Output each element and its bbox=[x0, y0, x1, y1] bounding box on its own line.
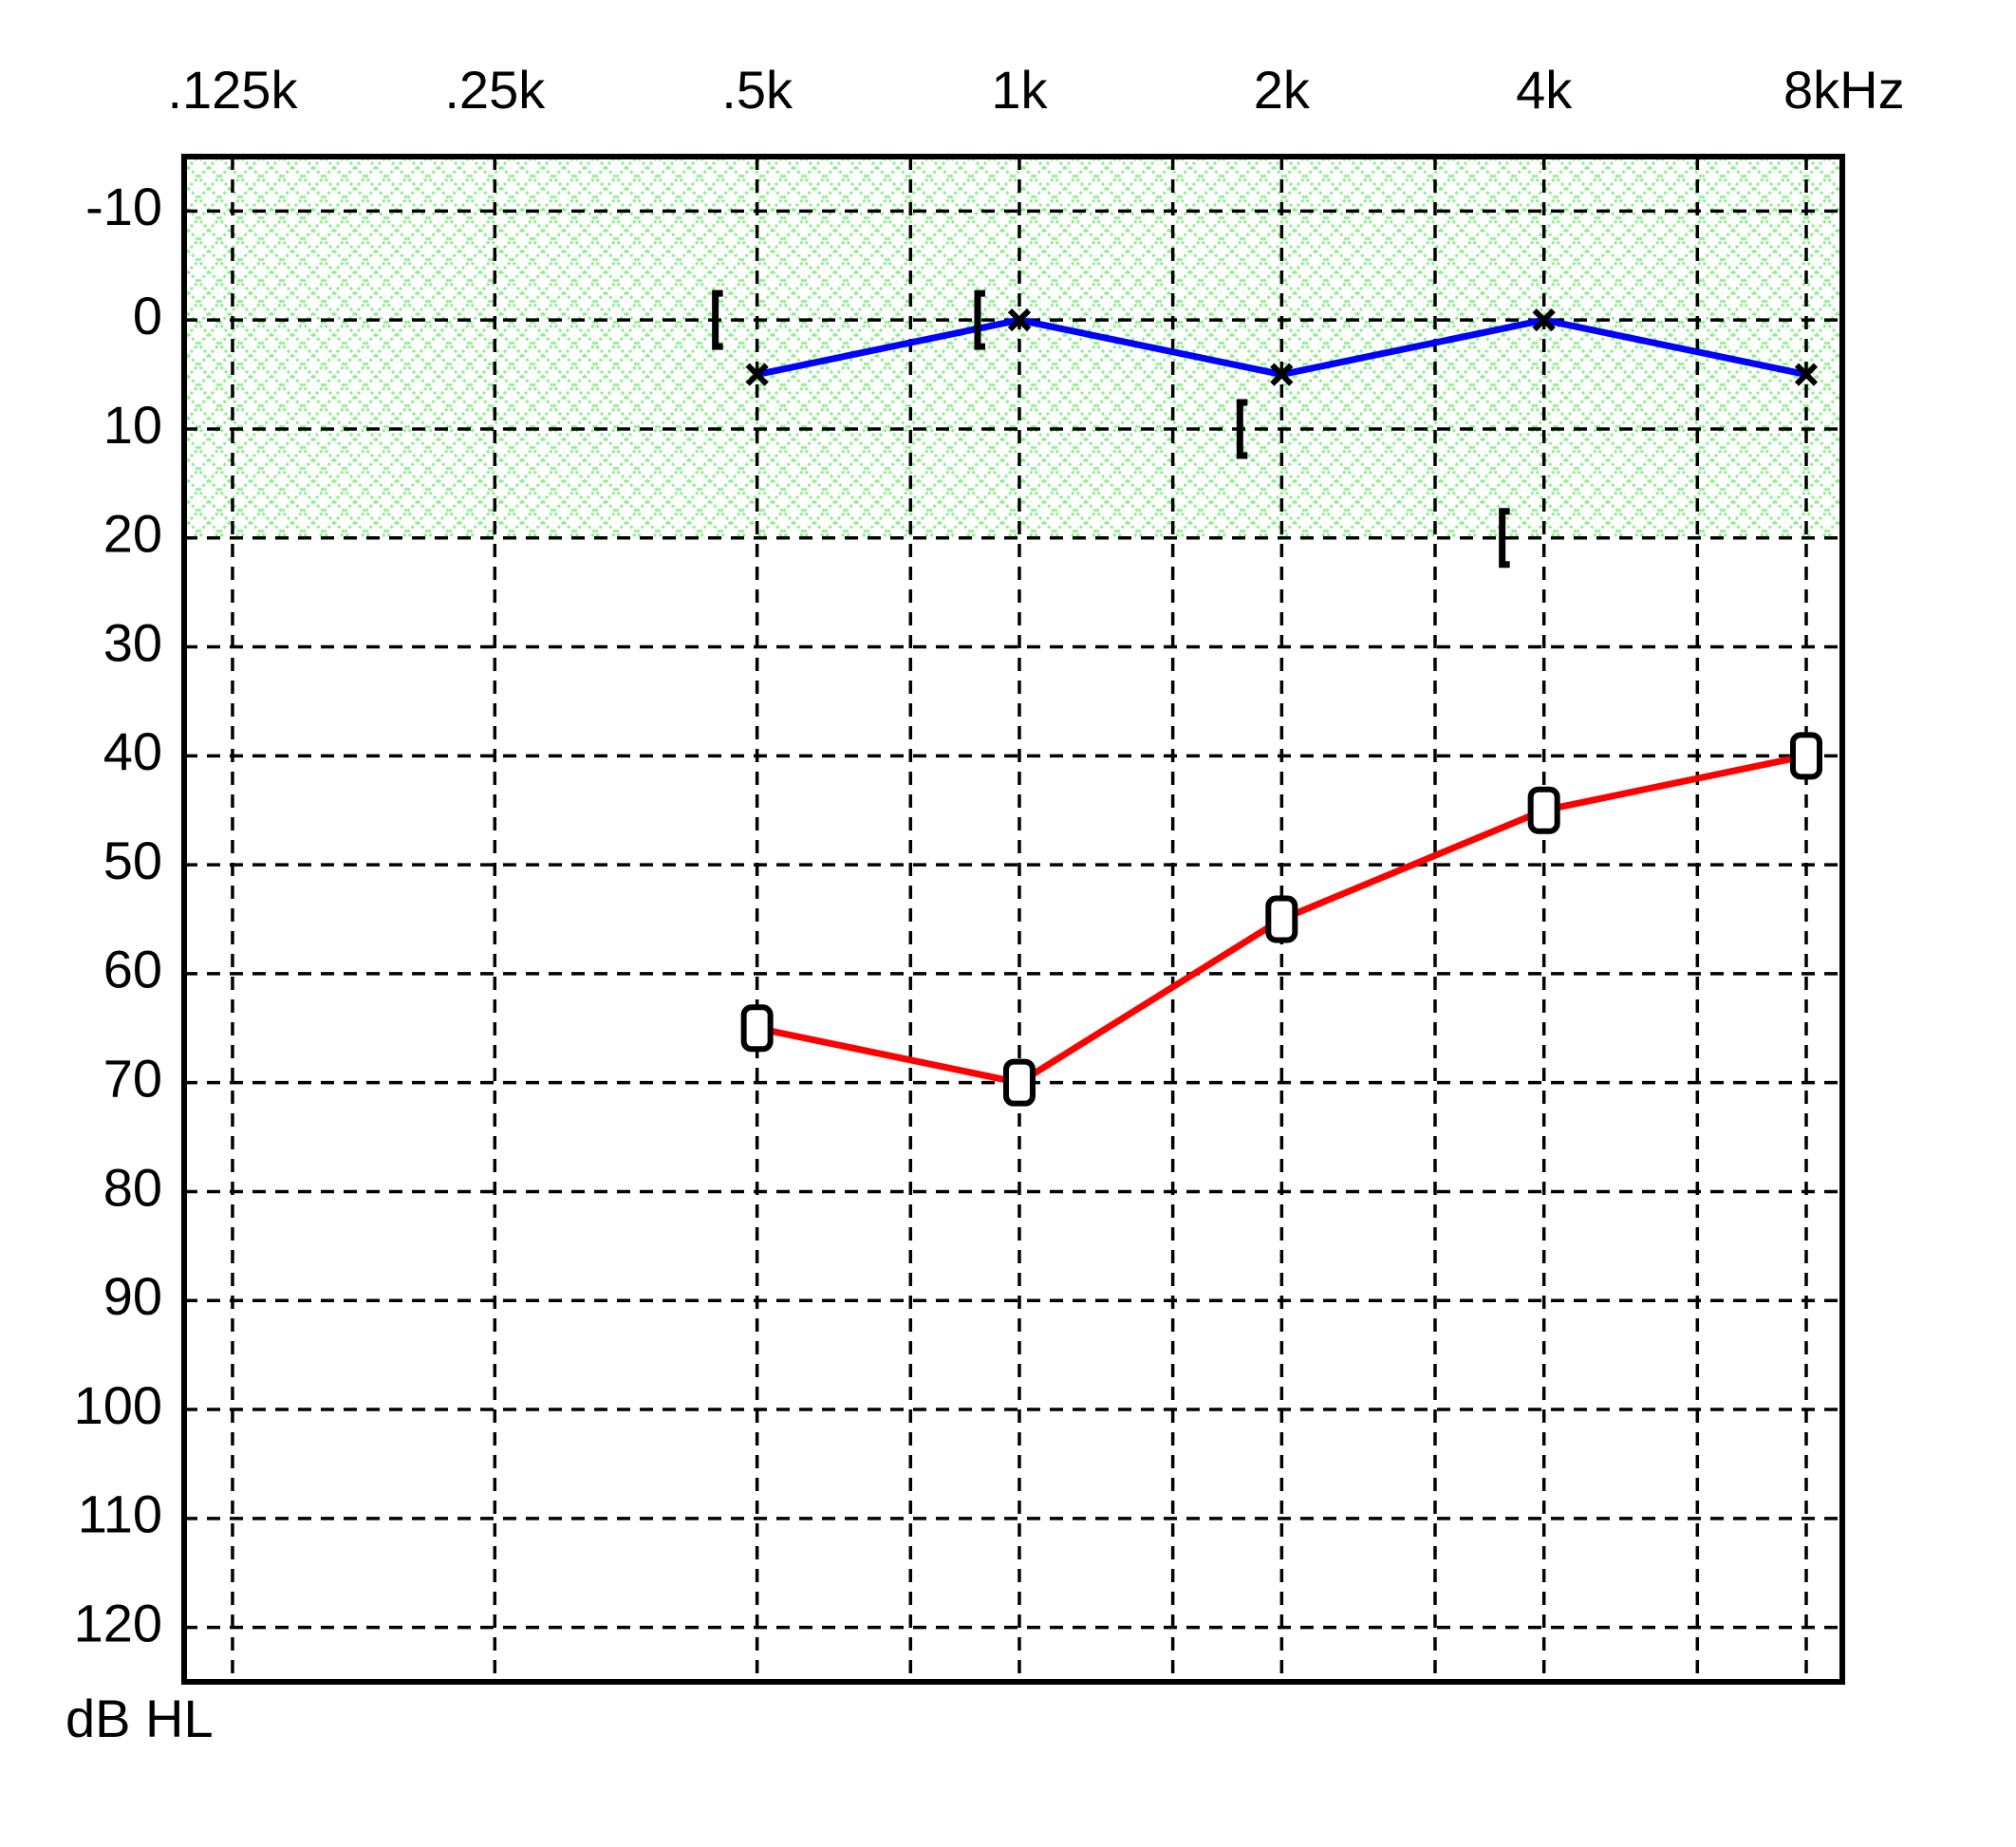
y-tick-label: 60 bbox=[103, 940, 162, 999]
x-tick-label: 4k bbox=[1516, 60, 1573, 120]
threshold-marker bbox=[974, 289, 985, 350]
threshold-marker bbox=[745, 363, 769, 386]
x-tick-label: .25k bbox=[444, 60, 546, 120]
y-tick-label: -10 bbox=[85, 177, 162, 236]
threshold-marker bbox=[712, 289, 723, 350]
threshold-marker bbox=[1499, 508, 1510, 569]
threshold-marker bbox=[1794, 363, 1819, 386]
y-tick-label: 0 bbox=[133, 286, 162, 345]
y-tick-label: 20 bbox=[103, 504, 162, 564]
marker-o bbox=[1790, 732, 1823, 780]
threshold-marker bbox=[1007, 308, 1032, 332]
threshold-marker bbox=[1236, 399, 1248, 459]
marker-x bbox=[1270, 363, 1294, 386]
y-tick-label: 10 bbox=[103, 395, 162, 455]
plot-frame bbox=[181, 154, 1845, 1685]
y-tick-label: 70 bbox=[103, 1048, 162, 1108]
y-tick-label: 40 bbox=[103, 721, 162, 781]
threshold-marker bbox=[1527, 786, 1560, 834]
marker-x bbox=[1007, 308, 1032, 332]
y-tick-label: 30 bbox=[103, 612, 162, 672]
threshold-marker bbox=[1532, 308, 1556, 332]
x-tick-label: 1k bbox=[991, 60, 1048, 120]
x-tick-label: 2k bbox=[1254, 60, 1311, 120]
marker-bracket bbox=[974, 289, 985, 350]
y-tick-label: 120 bbox=[74, 1593, 162, 1652]
marker-bracket bbox=[1499, 508, 1510, 569]
threshold-marker bbox=[1002, 1058, 1036, 1107]
y-tick-label: 110 bbox=[78, 1484, 162, 1544]
y-tick-label: 100 bbox=[74, 1375, 162, 1435]
marker-bracket bbox=[1236, 399, 1248, 459]
threshold-marker bbox=[1790, 732, 1823, 780]
marker-x bbox=[745, 363, 769, 386]
threshold-marker bbox=[1270, 363, 1294, 386]
x-tick-label: 8kHz bbox=[1783, 60, 1905, 120]
marker-o bbox=[1002, 1058, 1036, 1107]
y-axis-label: dB HL bbox=[65, 1688, 214, 1748]
marker-x bbox=[1532, 308, 1556, 332]
marker-o bbox=[1527, 786, 1560, 834]
marker-o bbox=[1265, 895, 1298, 943]
threshold-marker bbox=[740, 1004, 774, 1053]
threshold-marker bbox=[1265, 895, 1298, 943]
marker-o bbox=[740, 1004, 774, 1053]
y-tick-label: 90 bbox=[103, 1266, 162, 1326]
normal-range-hatch bbox=[184, 157, 1842, 538]
y-tick-label: 80 bbox=[103, 1157, 162, 1217]
y-tick-label: 50 bbox=[103, 830, 162, 890]
x-tick-label: .5k bbox=[721, 60, 793, 120]
marker-bracket bbox=[712, 289, 723, 350]
marker-x bbox=[1794, 363, 1819, 386]
x-tick-label: .125k bbox=[167, 60, 298, 120]
